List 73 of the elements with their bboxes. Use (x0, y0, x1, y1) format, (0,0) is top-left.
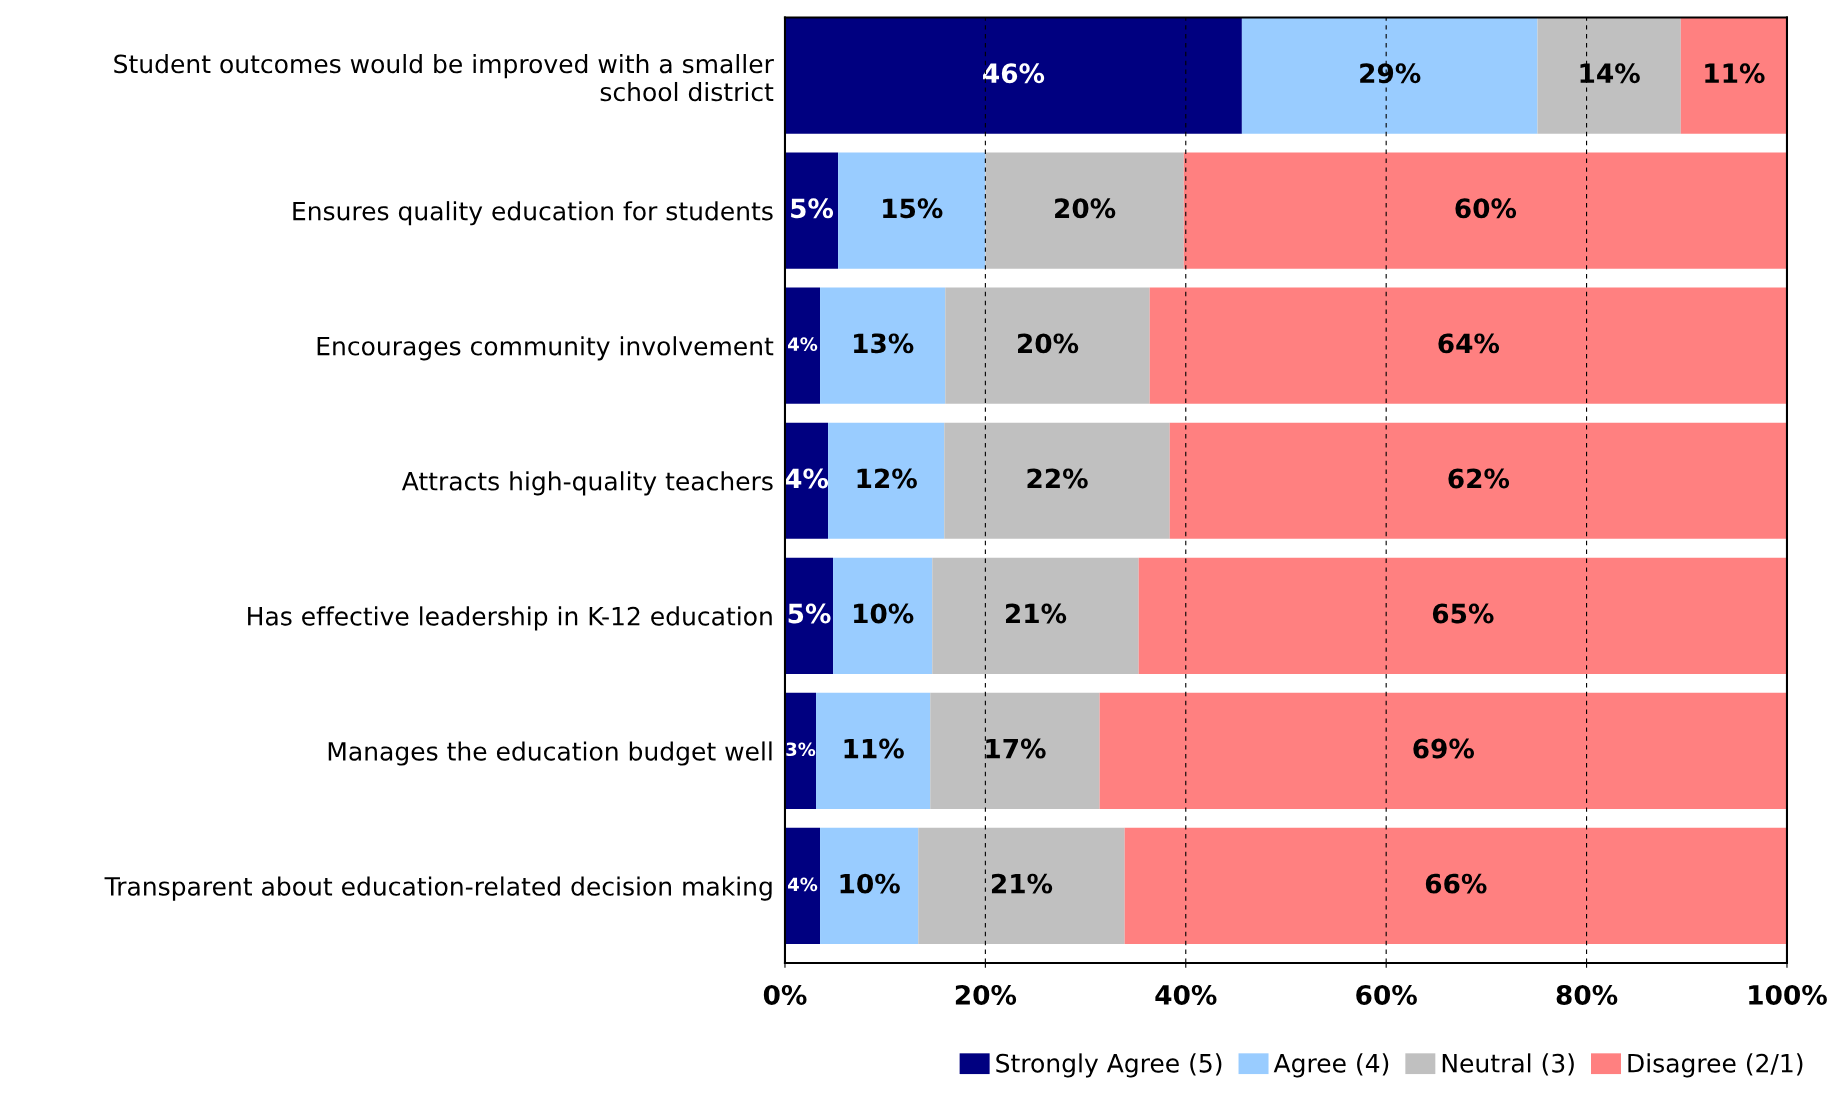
data-label: 4% (785, 468, 829, 489)
bar (828, 422, 945, 539)
data-label: 66% (1425, 873, 1487, 894)
data-label: 11% (1705, 63, 1765, 84)
bar (918, 827, 1125, 945)
data-label: 64% (1438, 333, 1500, 354)
data-label: 69% (1413, 738, 1475, 759)
bar (820, 827, 919, 945)
bar (816, 692, 931, 809)
x-tick-label: 100% (1749, 984, 1827, 1005)
bar (1099, 692, 1787, 809)
y-tick-label: Ensures quality education for students (293, 201, 773, 226)
bar (1138, 557, 1787, 674)
bar (985, 152, 1184, 269)
legend-label: Neutral (3) (1442, 1053, 1574, 1076)
bar (784, 287, 821, 404)
data-label: 12% (857, 468, 917, 489)
x-tick-label: 0% (763, 984, 807, 1005)
y-tick-label: Encourages community involvement (317, 336, 774, 361)
bar (784, 827, 821, 945)
data-label: 3% (786, 742, 816, 757)
data-label: 62% (1448, 468, 1510, 489)
bar (1124, 827, 1787, 945)
data-label: 10% (840, 873, 900, 894)
bar (1680, 17, 1787, 134)
bar (838, 152, 986, 269)
bar (784, 152, 839, 269)
data-label: 4% (787, 877, 818, 892)
bar (820, 287, 946, 404)
bar (1183, 152, 1787, 269)
bar (1537, 17, 1681, 134)
data-label: 5% (788, 603, 831, 624)
data-label: 11% (844, 738, 904, 759)
data-label: 10% (854, 603, 914, 624)
bar (784, 422, 829, 539)
bar (944, 422, 1170, 539)
data-label: 15% (883, 198, 943, 219)
x-tick-label: 80% (1556, 984, 1618, 1005)
data-label: 20% (1055, 198, 1116, 219)
data-label: 60% (1455, 198, 1517, 219)
bar (784, 17, 1242, 134)
y-tick-label: Manages the education budget well (328, 741, 772, 766)
bar (784, 692, 817, 809)
bar (1169, 422, 1787, 539)
data-label: 17% (986, 738, 1046, 759)
bar (1149, 287, 1787, 404)
y-tick-label: Has effective leadership in K-12 education (248, 606, 772, 631)
data-label: 29% (1360, 63, 1421, 84)
data-label: 4% (787, 337, 818, 351)
bar (784, 557, 834, 674)
data-label: 46% (983, 63, 1045, 84)
data-label: 65% (1432, 603, 1494, 624)
y-tick-label: Attracts high-quality teachers (401, 471, 773, 496)
data-label: 20% (1018, 333, 1079, 354)
y-tick-label: Transparent about education-related decision making (104, 876, 772, 901)
legend-label: Agree (4) (1273, 1053, 1389, 1078)
data-label: 21% (991, 873, 1053, 894)
bar (833, 557, 933, 674)
x-tick-label: 40% (1155, 984, 1217, 1005)
bar (932, 557, 1139, 674)
bar (945, 287, 1150, 404)
bar (1241, 17, 1538, 134)
bar (930, 692, 1100, 809)
data-label: 14% (1580, 63, 1640, 84)
legend-label: Disagree (2/1) (1628, 1053, 1803, 1078)
data-label: 21% (1005, 603, 1067, 624)
data-label: 13% (854, 333, 914, 354)
legend-label: Strongly Agree (5) (996, 1053, 1222, 1078)
y-tick-label: Student outcomes would be improved with a smaller school district (114, 53, 774, 102)
x-tick-label: 60% (1356, 984, 1417, 1005)
data-label: 5% (791, 198, 834, 219)
x-tick-label: 20% (955, 984, 1017, 1005)
data-label: 22% (1027, 468, 1088, 489)
